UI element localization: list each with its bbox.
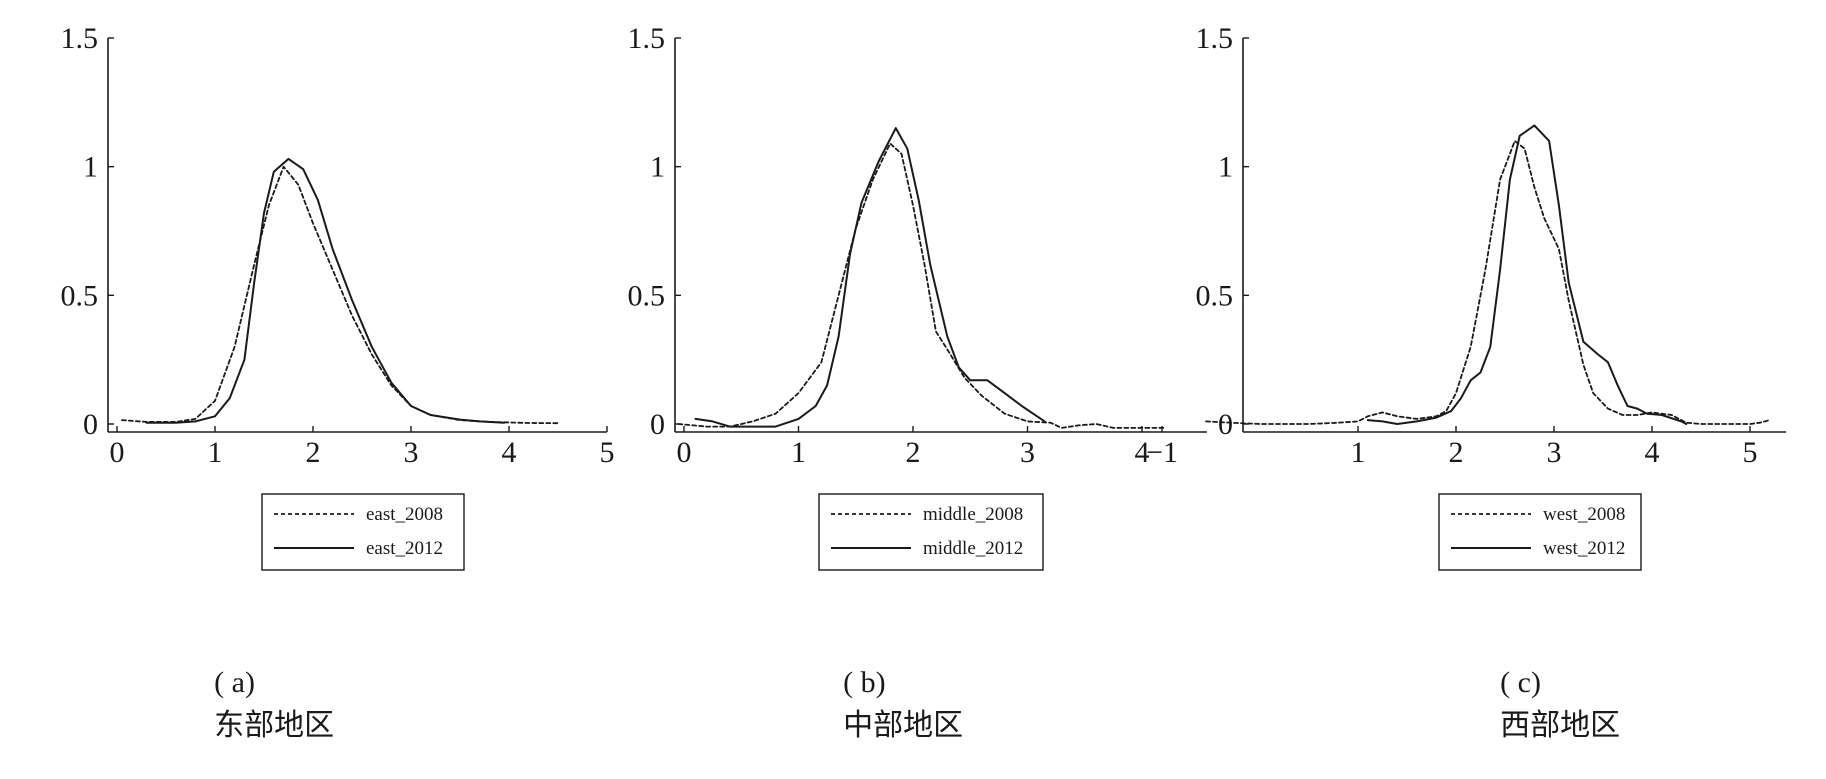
- caption-west: ( c) 西部地区: [1462, 630, 1620, 779]
- x-tick-label: 0: [110, 436, 125, 469]
- legend-label: east_2012: [366, 538, 443, 559]
- caption-label: ( b): [843, 666, 886, 699]
- x-tick-label: 3: [1547, 436, 1562, 469]
- legend-label: middle_2008: [923, 504, 1023, 525]
- series-line-middle_2012: [694, 127, 1046, 428]
- y-tick-label: 1: [1218, 151, 1233, 184]
- series-line-west_2012: [1366, 124, 1688, 425]
- y-tick-label: 0: [1218, 408, 1233, 441]
- series-line-east_2008: [121, 165, 559, 425]
- caption-label: ( c): [1500, 666, 1541, 699]
- x-tick-label: 1: [208, 436, 223, 469]
- panel-east: 0 0.5 1 1.5 0 1 2 3 4 5 east_2008 east_2012: [61, 22, 615, 571]
- legend-box: [261, 493, 465, 571]
- legend-label: east_2008: [366, 504, 443, 525]
- legend: middle_2008 middle_2012: [818, 493, 1044, 571]
- x-tick-label: 1: [1351, 436, 1366, 469]
- caption-label: ( a): [214, 666, 255, 699]
- x-tick-label: 3: [1020, 436, 1035, 469]
- x-tick-label: 4: [1135, 436, 1150, 469]
- caption-title: 中部地区: [843, 708, 964, 743]
- x-tick-label: 5: [600, 436, 615, 469]
- panel-middle: 0 0.5 1 1.5 0 1 2 3 4 middle_2008 middle_2012: [628, 22, 1207, 571]
- legend: west_2008 west_2012: [1438, 493, 1642, 571]
- y-tick-label: 0.5: [628, 279, 666, 312]
- caption-title: 东部地区: [214, 708, 335, 743]
- caption-middle: ( b) 中部地区: [805, 630, 963, 779]
- y-tick-label: 1.5: [1196, 22, 1234, 55]
- y-tick-label: 1.5: [628, 22, 666, 55]
- series-line-middle_2008: [677, 142, 1166, 429]
- series-line-west_2008: [1205, 140, 1771, 425]
- legend-box: [818, 493, 1044, 571]
- caption-east: ( a) 东部地区: [176, 630, 334, 779]
- x-tick-label: 4: [1645, 436, 1660, 469]
- legend-label: middle_2012: [923, 538, 1023, 559]
- caption-title: 西部地区: [1500, 708, 1621, 743]
- y-tick-label: 0: [83, 408, 98, 441]
- x-tick-label: 2: [1449, 436, 1464, 469]
- y-tick-label: 0.5: [1196, 279, 1234, 312]
- x-tick-label: 2: [306, 436, 321, 469]
- x-tick-label: 1: [791, 436, 806, 469]
- y-tick-label: 1: [83, 151, 98, 184]
- legend-label: west_2008: [1543, 504, 1625, 525]
- series-line-east_2012: [145, 157, 506, 424]
- legend-box: [1438, 493, 1642, 571]
- x-tick-label: −1: [1146, 436, 1178, 469]
- legend-label: west_2012: [1543, 538, 1625, 559]
- x-tick-label: 3: [404, 436, 419, 469]
- panel-west: 0 0.5 1 1.5 −1 1 2 3 4 5 west_2008 west_2012: [1146, 22, 1786, 571]
- x-tick-label: 0: [677, 436, 692, 469]
- legend: east_2008 east_2012: [261, 493, 465, 571]
- y-tick-label: 0.5: [61, 279, 99, 312]
- x-tick-label: 4: [502, 436, 517, 469]
- x-tick-label: 5: [1743, 436, 1758, 469]
- x-tick-label: 2: [906, 436, 921, 469]
- y-tick-label: 0: [650, 408, 665, 441]
- y-tick-label: 1: [650, 151, 665, 184]
- figure: 0 0.5 1 1.5 0 1 2 3 4 5 east_2008 east_2012 0 0.5 1 1.…: [61, 22, 1786, 743]
- y-tick-label: 1.5: [61, 22, 99, 55]
